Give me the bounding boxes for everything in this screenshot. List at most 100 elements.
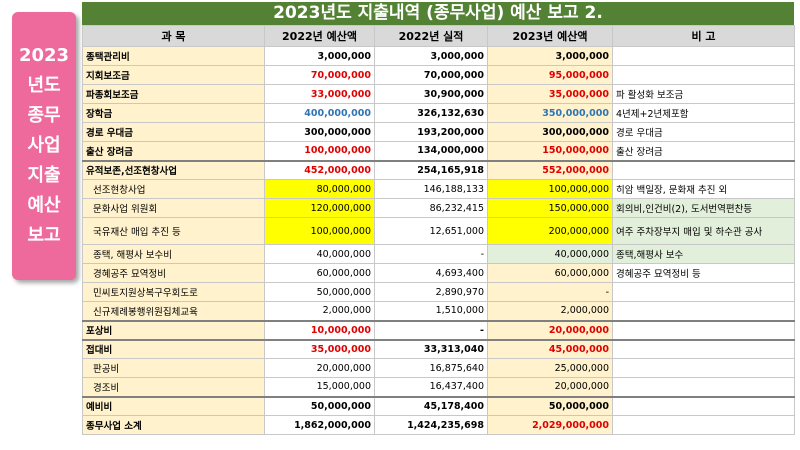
table-row: 장학금 400,000,000 326,132,630 350,000,000 4년제+…: [82, 103, 795, 123]
table-row: 신규제례봉행위원집체교육 2,000,000 1,510,000 2,000,000: [82, 301, 795, 321]
table-row: 경조비 15,000,000 16,437,400 20,000,000: [82, 377, 795, 397]
budget-table: 과 목 2022년 예산액 2022년 실적 2023년 예산액 비 고 종택관…: [82, 25, 795, 435]
row-subject: 종택, 해평사 보수비: [82, 244, 265, 264]
table-row: 경혜공주 묘역정비 60,000,000 4,693,400 60,000,000 경혜…: [82, 263, 795, 283]
row-subject: 신규제례봉행위원집체교육: [82, 301, 265, 321]
row-budget-2023: 150,000,000: [487, 141, 613, 161]
row-actual-2022: 70,000,000: [374, 65, 488, 85]
row-subject: 포상비: [82, 319, 265, 340]
row-actual-2022: 33,313,040: [374, 338, 488, 359]
row-budget-2022: 3,000,000: [264, 46, 375, 66]
table-row: 유적보존,선조현창사업 452,000,000 254,165,918 552,000…: [82, 159, 795, 180]
row-subject: 접대비: [82, 338, 265, 359]
sidebar-text-4: 사업: [27, 135, 61, 156]
row-note: [612, 282, 795, 302]
row-actual-2022: 45,178,400: [374, 395, 488, 416]
sidebar-text-2: 년도: [27, 75, 61, 96]
row-budget-2023: 350,000,000: [487, 103, 613, 123]
row-actual-2022: 146,188,133: [374, 179, 488, 199]
table-row: 국유재산 매입 추진 등 100,000,000 12,651,000 200,000…: [82, 217, 795, 245]
table-row: 파종회보조금 33,000,000 30,900,000 35,000,000 파 활성…: [82, 84, 795, 104]
row-actual-2022: 1,510,000: [374, 301, 488, 321]
table-row: 민씨토지원상복구우회도로 50,000,000 2,890,970-: [82, 282, 795, 302]
row-budget-2022: 300,000,000: [264, 122, 375, 142]
table-row: 접대비 35,000,000 33,313,040 45,000,000: [82, 338, 795, 359]
row-budget-2022: 20,000,000: [264, 358, 375, 378]
row-budget-2023: 300,000,000: [487, 122, 613, 142]
row-actual-2022: 193,200,000: [374, 122, 488, 142]
header-row: 과 목 2022년 예산액 2022년 실적 2023년 예산액 비 고: [82, 25, 795, 47]
table-row: 문화사업 위원회 120,000,000 86,232,415 150,000,000…: [82, 198, 795, 218]
row-budget-2022: 100,000,000: [264, 141, 375, 161]
row-budget-2022: 10,000,000: [264, 319, 375, 340]
row-actual-2022: -: [374, 244, 488, 264]
sidebar-text-7: 보고: [27, 225, 61, 246]
row-budget-2022: 120,000,000: [264, 198, 375, 218]
row-subject: 국유재산 매입 추진 등: [82, 217, 265, 245]
row-budget-2022: 70,000,000: [264, 65, 375, 85]
row-actual-2022: 134,000,000: [374, 141, 488, 161]
row-budget-2022: 100,000,000: [264, 217, 375, 245]
row-subject: 민씨토지원상복구우회도로: [82, 282, 265, 302]
row-actual-2022: 12,651,000: [374, 217, 488, 245]
row-note: [612, 395, 795, 416]
row-note: 4년제+2년제포함: [612, 103, 795, 123]
sheet-title: 2023년도 지출내역 (종무사업) 예산 보고 2.: [82, 2, 794, 25]
table-row: 종택관리비 3,000,000 3,000,000 3,000,000: [82, 46, 795, 66]
sidebar-text-1: 2023: [18, 45, 70, 66]
row-note: 여주 주차장부지 매입 및 하수관 공사: [612, 217, 795, 245]
row-budget-2023: 45,000,000: [487, 338, 613, 359]
row-actual-2022: 30,900,000: [374, 84, 488, 104]
row-subject: 선조현창사업: [82, 179, 265, 199]
row-budget-2022: 452,000,000: [264, 159, 375, 180]
row-budget-2022: 15,000,000: [264, 377, 375, 397]
table-row: 예비비 50,000,000 45,178,400 50,000,000: [82, 395, 795, 416]
row-budget-2023: 3,000,000: [487, 46, 613, 66]
row-actual-2022: 254,165,918: [374, 159, 488, 180]
row-budget-2022: 35,000,000: [264, 338, 375, 359]
row-actual-2022: 86,232,415: [374, 198, 488, 218]
row-budget-2023: 35,000,000: [487, 84, 613, 104]
header-budget-2023: 2023년 예산액: [487, 25, 613, 47]
row-subject: 파종회보조금: [82, 84, 265, 104]
sidebar-text-5: 지출: [27, 165, 61, 186]
row-note: 출산 장려금: [612, 141, 795, 161]
row-actual-2022: 3,000,000: [374, 46, 488, 66]
row-subject: 문화사업 위원회: [82, 198, 265, 218]
row-subject: 종택관리비: [82, 46, 265, 66]
row-budget-2023: 150,000,000: [487, 198, 613, 218]
row-budget-2023: 50,000,000: [487, 395, 613, 416]
sidebar-text-3: 종무: [27, 105, 61, 126]
row-subject: 지회보조금: [82, 65, 265, 85]
row-budget-2022: 80,000,000: [264, 179, 375, 199]
row-note: 경로 우대금: [612, 122, 795, 142]
row-note: [612, 358, 795, 378]
row-budget-2023: 20,000,000: [487, 377, 613, 397]
budget-sheet: 2023년도 지출내역 (종무사업) 예산 보고 2. 과 목 2022년 예산…: [82, 2, 795, 445]
row-note: [612, 65, 795, 85]
row-budget-2022: 2,000,000: [264, 301, 375, 321]
table-row: 종무사업 소계 1,862,000,000 1,424,235,698 2,029,0…: [82, 415, 795, 435]
row-actual-2022: 4,693,400: [374, 263, 488, 283]
row-budget-2022: 33,000,000: [264, 84, 375, 104]
row-actual-2022: 16,875,640: [374, 358, 488, 378]
row-subject: 경로 우대금: [82, 122, 265, 142]
row-budget-2022: 50,000,000: [264, 282, 375, 302]
row-note: 파 활성화 보조금: [612, 84, 795, 104]
sidebar-text-6: 예산: [27, 195, 61, 216]
row-budget-2023: 2,029,000,000: [487, 415, 613, 435]
table-row: 판공비 20,000,000 16,875,640 25,000,000: [82, 358, 795, 378]
row-note: [612, 377, 795, 397]
row-budget-2023: 95,000,000: [487, 65, 613, 85]
row-note: 종택,해평사 보수: [612, 244, 795, 264]
row-note: 경혜공주 묘역정비 등: [612, 263, 795, 283]
row-budget-2023: 60,000,000: [487, 263, 613, 283]
row-note: [612, 319, 795, 340]
row-actual-2022: 326,132,630: [374, 103, 488, 123]
row-actual-2022: 1,424,235,698: [374, 415, 488, 435]
row-budget-2023: 25,000,000: [487, 358, 613, 378]
sidebar-title-box: 2023 년도 종무 사업 지출 예산 보고: [12, 12, 76, 280]
row-actual-2022: 16,437,400: [374, 377, 488, 397]
row-budget-2023: 40,000,000: [487, 244, 613, 264]
header-actual-2022: 2022년 실적: [374, 25, 488, 47]
